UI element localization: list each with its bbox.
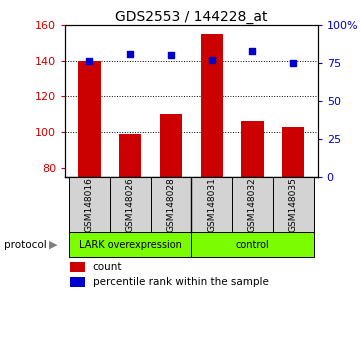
- Bar: [282, 127, 304, 177]
- Bar: [241, 121, 264, 177]
- Bar: [70, 262, 85, 272]
- Point: [249, 48, 255, 53]
- Bar: [151, 177, 191, 232]
- Text: protocol: protocol: [4, 240, 46, 250]
- Text: GSM148031: GSM148031: [207, 177, 216, 232]
- Text: GSM148028: GSM148028: [166, 177, 175, 232]
- Bar: [160, 114, 182, 177]
- Point: [87, 58, 92, 64]
- Bar: [69, 177, 110, 232]
- Text: GSM148035: GSM148035: [289, 177, 298, 232]
- Bar: [273, 177, 314, 232]
- Text: GSM148032: GSM148032: [248, 177, 257, 232]
- Title: GDS2553 / 144228_at: GDS2553 / 144228_at: [115, 10, 268, 24]
- Text: GSM148016: GSM148016: [85, 177, 94, 232]
- Text: control: control: [236, 240, 269, 250]
- Point: [127, 51, 133, 57]
- Text: LARK overexpression: LARK overexpression: [79, 240, 182, 250]
- Bar: [70, 277, 85, 287]
- Point: [209, 57, 214, 63]
- Text: percentile rank within the sample: percentile rank within the sample: [93, 277, 269, 287]
- Bar: [232, 177, 273, 232]
- Bar: [69, 232, 191, 257]
- Text: GSM148026: GSM148026: [126, 177, 135, 232]
- Point: [168, 52, 174, 58]
- Bar: [191, 177, 232, 232]
- Point: [290, 60, 296, 65]
- Bar: [78, 61, 101, 177]
- Text: ▶: ▶: [49, 240, 57, 250]
- Bar: [200, 34, 223, 177]
- Bar: [110, 177, 151, 232]
- Bar: [119, 134, 142, 177]
- Bar: [191, 232, 314, 257]
- Text: count: count: [93, 262, 122, 272]
